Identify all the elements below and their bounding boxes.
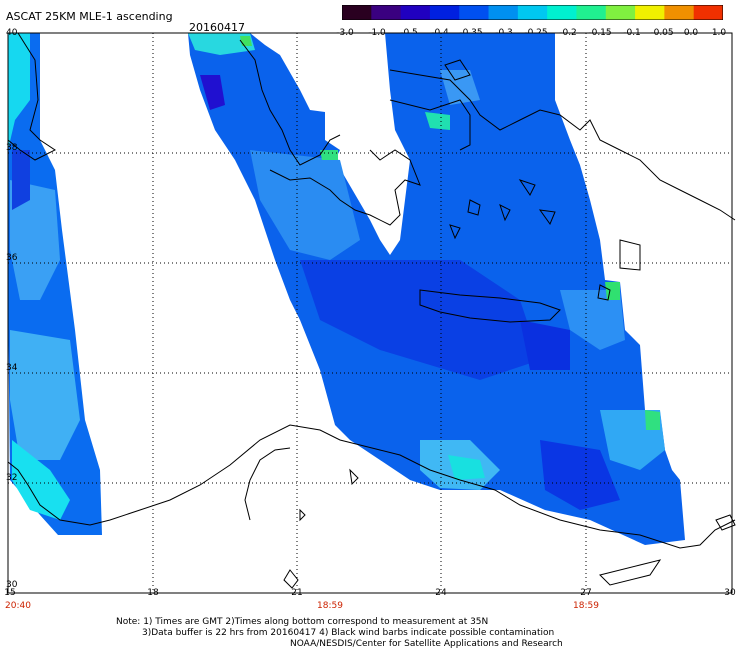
colorbar-swatch [576,5,607,20]
colorbar-swatch [547,5,577,20]
lon-label: 24 [435,588,447,598]
lat-label: 34 [6,363,18,373]
swath-left [8,33,102,535]
colorbar-swatch [429,5,460,20]
colorbar-swatch [488,5,519,20]
colorbar-swatch [693,5,723,20]
colorbar-swatch [664,5,695,20]
colorbar-swatch [605,5,636,20]
time-label: 18:59 [573,601,599,611]
colorbar-swatch [400,5,431,20]
note-line-1: Note: 1) Times are GMT 2)Times along bot… [116,617,489,627]
note-line-3: NOAA/NESDIS/Center for Satellite Applica… [290,639,563,649]
lon-label: 18 [147,588,159,598]
colorbar-swatch [635,5,665,20]
lon-label: 27 [580,588,592,598]
colorbar [342,5,723,20]
map-date: 20160417 [189,21,245,34]
swath-right [188,33,685,545]
colorbar-swatch [342,5,372,20]
lat-label: 36 [6,253,18,263]
lon-label: 30 [724,588,736,598]
colorbar-swatch [459,5,490,20]
lat-label: 38 [6,143,18,153]
map-frame [7,32,733,594]
time-label: 20:40 [5,601,31,611]
colorbar-swatch [517,5,548,20]
lat-label: 40 [6,28,18,38]
lon-label: 15 [4,588,16,598]
map-title: ASCAT 25KM MLE-1 ascending [6,10,173,23]
graticule [8,33,732,593]
colorbar-swatch [371,5,402,20]
lon-label: 21 [291,588,303,598]
lat-label: 32 [6,473,18,483]
time-label: 18:59 [317,601,343,611]
note-line-2: 3)Data buffer is 22 hrs from 20160417 4)… [142,628,555,638]
lat-label: 30 [6,580,18,590]
